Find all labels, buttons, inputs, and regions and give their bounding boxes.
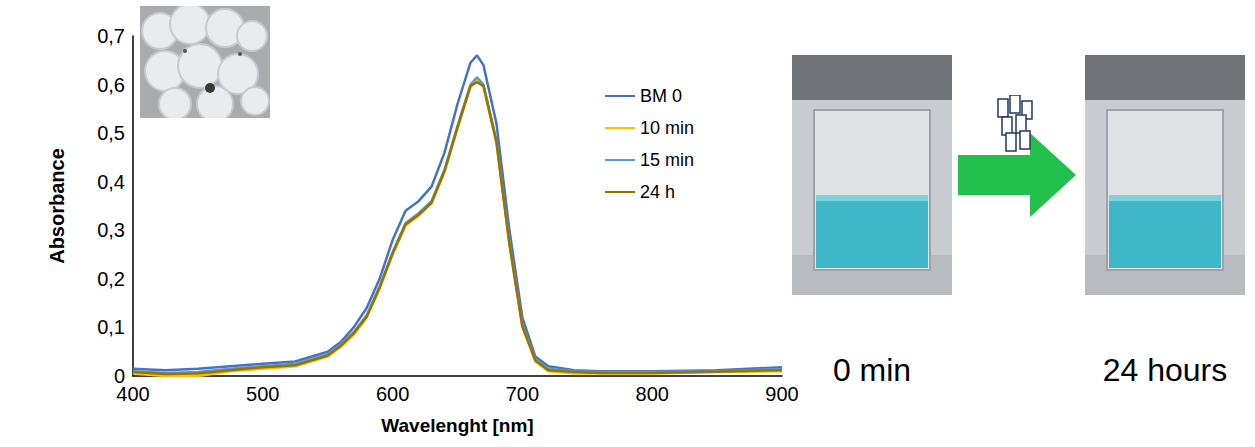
svg-text:15 min: 15 min [640, 150, 694, 170]
svg-text:0,7: 0,7 [97, 25, 125, 47]
svg-text:900: 900 [765, 383, 798, 405]
svg-text:0,6: 0,6 [97, 74, 125, 96]
svg-text:0,3: 0,3 [97, 219, 125, 241]
svg-text:0,5: 0,5 [97, 122, 125, 144]
svg-text:0,1: 0,1 [97, 316, 125, 338]
svg-text:0: 0 [113, 365, 125, 387]
svg-text:400: 400 [116, 383, 149, 405]
svg-text:Wavelenght [nm]: Wavelenght [nm] [381, 415, 533, 436]
html-text:24 hours: 24 hours [1102, 352, 1228, 388]
html-text:0 min: 0 min [832, 352, 912, 388]
svg-text:600: 600 [376, 383, 409, 405]
svg-text:10 min: 10 min [640, 118, 694, 138]
svg-text:BM 0: BM 0 [640, 86, 682, 106]
svg-text:0,4: 0,4 [97, 171, 125, 193]
svg-text:500: 500 [246, 383, 279, 405]
svg-text:700: 700 [506, 383, 539, 405]
svg-text:24 h: 24 h [640, 182, 675, 202]
svg-text:0,2: 0,2 [97, 268, 125, 290]
svg-text:800: 800 [636, 383, 669, 405]
svg-text:Absorbance: Absorbance [46, 148, 68, 264]
